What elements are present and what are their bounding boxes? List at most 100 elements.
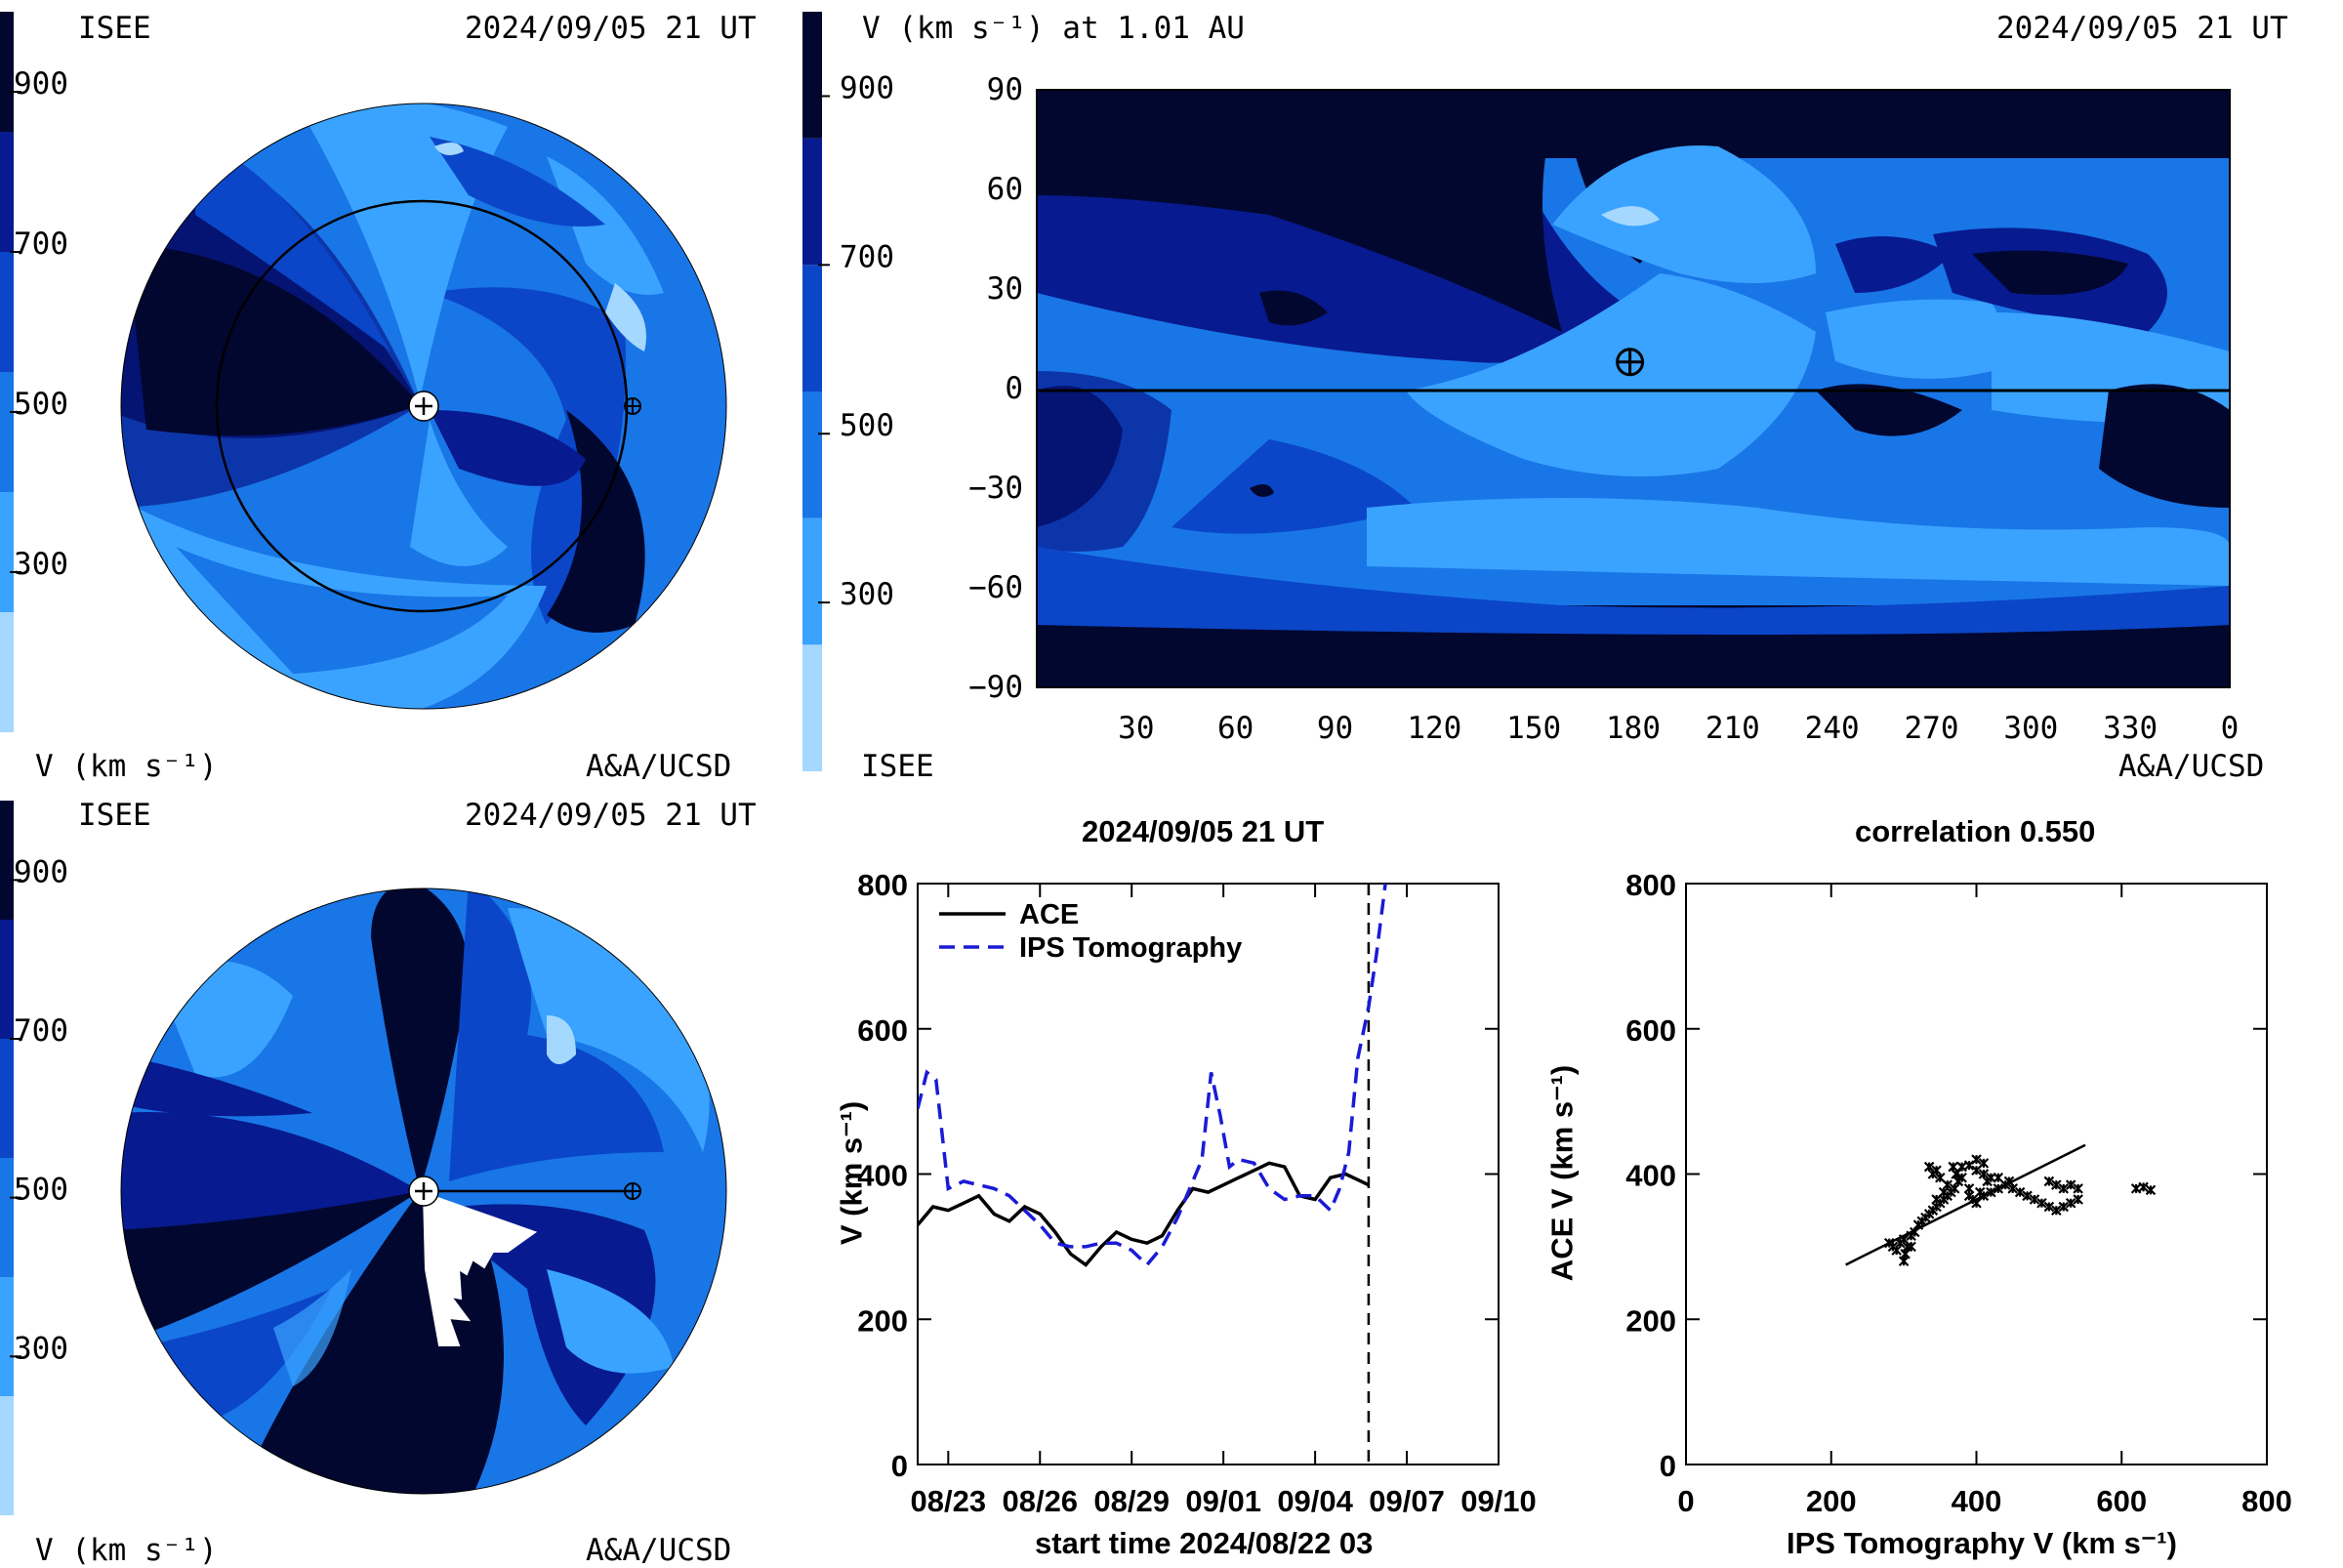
scatter-y-tick-label: 600 xyxy=(1625,1013,1676,1048)
synoptic-y-tick-label: 30 xyxy=(987,271,1023,307)
colorbar-segment xyxy=(0,492,14,612)
timeseries-x-tick-label: 09/10 xyxy=(1460,1484,1537,1518)
timeseries-y-tick-label: 800 xyxy=(857,868,908,902)
colorbar-tick-label: 300 xyxy=(14,547,68,582)
bottom-panel-unit: V (km s⁻¹) xyxy=(35,1533,218,1568)
timeseries-x-tick-label: 09/04 xyxy=(1277,1484,1353,1518)
timeseries-title: 2024/09/05 21 UT xyxy=(1082,814,1325,848)
synoptic-y-tick-label: −60 xyxy=(968,570,1023,605)
timeseries-x-tick-label: 09/07 xyxy=(1369,1484,1445,1518)
top-panel-unit: V (km s⁻¹) xyxy=(35,749,218,784)
synoptic-x-tick-label: 240 xyxy=(1805,711,1860,746)
synoptic-x-tick-label: 0 xyxy=(2221,711,2240,746)
colorbar-tick-label: 900 xyxy=(14,66,68,102)
scatter-point xyxy=(2043,1176,2055,1187)
scatter-point xyxy=(2065,1197,2076,1209)
scatter-point xyxy=(2022,1190,2033,1202)
colorbar-tick-label: 500 xyxy=(14,1173,68,1208)
bottom-panel-time: 2024/09/05 21 UT xyxy=(465,798,757,833)
scatter-point xyxy=(1971,1154,1982,1165)
scatter-point xyxy=(2058,1183,2070,1194)
timeseries-y-tick-label: 200 xyxy=(857,1303,908,1338)
synoptic-y-tick-label: 0 xyxy=(1005,371,1023,406)
colorbar-segment xyxy=(0,920,14,1039)
synoptic-title: V (km s⁻¹) at 1.01 AU xyxy=(862,11,1245,46)
synoptic-axes: 30 60 90 120 150 180 210 240 270 300 330 09060300−3… xyxy=(968,72,2239,746)
scatter-point xyxy=(1993,1183,2004,1194)
ecliptic-disk-top xyxy=(120,103,727,710)
scatter-point xyxy=(2051,1179,2062,1190)
timeseries-chart: 08/23 08/26 08/29 09/01 09/04 09/07 09/10 0 200 4… xyxy=(857,868,1537,1518)
scatter-point xyxy=(2073,1194,2083,1205)
scatter-point xyxy=(2051,1205,2062,1216)
scatter-point xyxy=(1923,1161,1935,1173)
ecliptic-disk-bottom xyxy=(120,887,727,1495)
colorbar-segment xyxy=(0,12,14,132)
scatter-x-tick-label: 600 xyxy=(2096,1484,2147,1518)
colorbar-segment xyxy=(0,372,14,492)
colorbar-tick-label: 700 xyxy=(840,239,894,274)
legend-ace-label: ACE xyxy=(1019,899,1079,930)
earth-cross xyxy=(1617,349,1643,375)
timeseries-x-tick-label: 08/23 xyxy=(911,1484,987,1518)
colorbar-segment xyxy=(0,1039,14,1158)
ips-series-line xyxy=(918,884,1387,1268)
colorbar-top: 900 700 500 300 xyxy=(0,12,68,732)
top-panel-time: 2024/09/05 21 UT xyxy=(465,11,757,46)
scatter-point xyxy=(2014,1186,2026,1198)
scatter-ylabel: ACE V (km s⁻¹) xyxy=(1544,1064,1580,1282)
timeseries-y-tick-label: 0 xyxy=(891,1449,908,1483)
synoptic-x-tick-label: 150 xyxy=(1506,711,1561,746)
colorbar-segment xyxy=(0,1158,14,1277)
top-panel-org: ISEE xyxy=(78,11,151,46)
timeseries-ylabel: V (km s⁻¹) xyxy=(834,1100,869,1246)
colorbar-tick-label: 300 xyxy=(840,577,894,612)
earth-marker xyxy=(1616,348,1645,377)
colorbar-segment xyxy=(0,1396,14,1515)
fit-line xyxy=(1845,1143,2086,1266)
scatter-point xyxy=(1986,1186,1996,1198)
scatter-point xyxy=(1895,1237,1906,1249)
synoptic-x-tick-label: 210 xyxy=(1706,711,1760,746)
legend-ips-label: IPS Tomography xyxy=(1019,932,1242,964)
scatter-point xyxy=(2036,1197,2047,1209)
bottom-panel-credit: A&A/UCSD xyxy=(586,1533,732,1568)
scatter-point xyxy=(2043,1201,2055,1213)
synoptic-map xyxy=(1036,89,2231,688)
colorbar-segment xyxy=(0,801,14,920)
colorbar-segment xyxy=(0,132,14,252)
scatter-point xyxy=(1993,1172,2004,1183)
synoptic-x-tick-label: 30 xyxy=(1118,711,1154,746)
timeseries-xlabel: start time 2024/08/22 03 xyxy=(1035,1526,1374,1560)
colorbar-segment xyxy=(802,517,822,645)
synoptic-x-tick-label: 60 xyxy=(1217,711,1254,746)
synoptic-x-tick-label: 330 xyxy=(2103,711,2158,746)
synoptic-time: 2024/09/05 21 UT xyxy=(1996,11,2288,46)
colorbar-segment xyxy=(802,644,822,771)
colorbar-tick-label: 900 xyxy=(14,854,68,889)
colorbar-tick-label: 300 xyxy=(14,1331,68,1366)
scatter-title: correlation 0.550 xyxy=(1855,814,2096,848)
synoptic-org: ISEE xyxy=(861,749,934,784)
scatter-point xyxy=(1982,1176,1993,1187)
correlation-scatter: 0 200 400 600 800 0 200 400 600 800 xyxy=(1625,868,2292,1518)
scatter-y-tick-label: 200 xyxy=(1625,1303,1676,1338)
scatter-y-tick-label: 400 xyxy=(1625,1159,1676,1193)
top-panel-credit: A&A/UCSD xyxy=(586,749,732,784)
scatter-point xyxy=(1948,1161,1958,1173)
colorbar-synoptic: 900 700 500 300 xyxy=(802,12,894,771)
colorbar-segment xyxy=(0,252,14,372)
scatter-xlabel: IPS Tomography V (km s⁻¹) xyxy=(1787,1526,2177,1560)
synoptic-y-tick-label: 60 xyxy=(987,172,1023,207)
data-gap-wedge xyxy=(422,1191,538,1346)
scatter-point xyxy=(1956,1172,1967,1183)
timeseries-x-tick-label: 08/29 xyxy=(1093,1484,1170,1518)
scatter-point xyxy=(1923,1209,1935,1219)
scatter-x-tick-label: 200 xyxy=(1806,1484,1857,1518)
scatter-point xyxy=(2029,1194,2040,1205)
synoptic-credit: A&A/UCSD xyxy=(2118,749,2265,784)
scatter-point xyxy=(2058,1201,2070,1213)
synoptic-y-tick-label: −90 xyxy=(968,670,1023,705)
timeseries-y-tick-label: 400 xyxy=(857,1159,908,1193)
